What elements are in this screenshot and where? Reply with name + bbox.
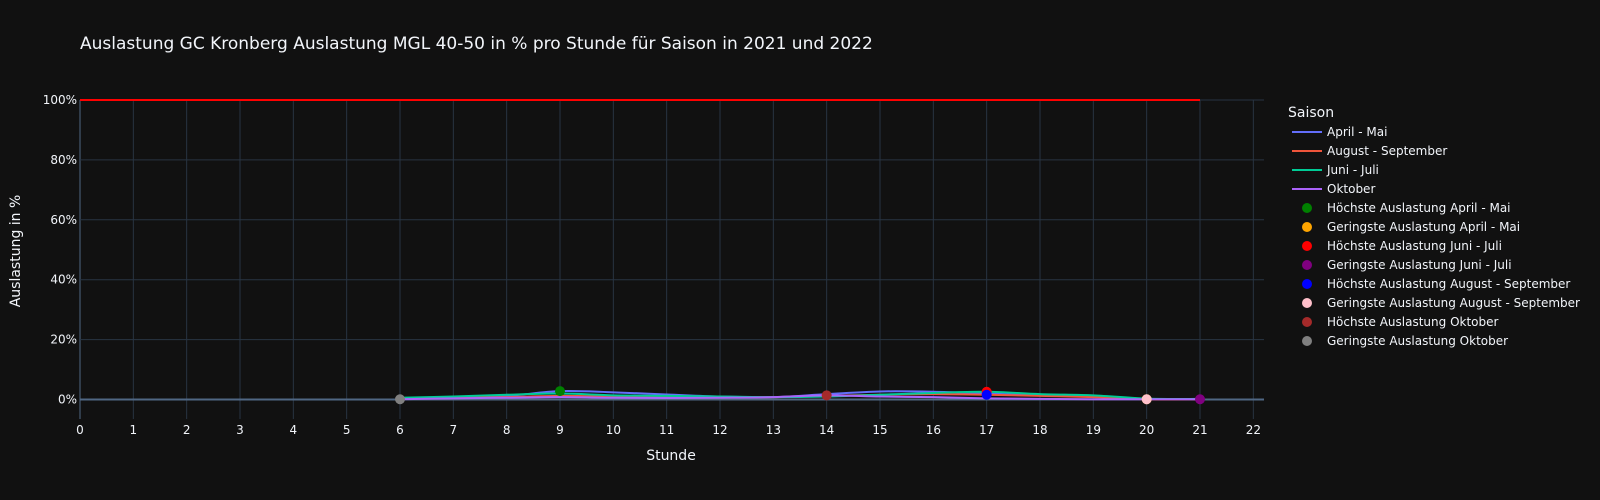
legend-swatch-geringste-auslastung-oktober [1302,336,1312,346]
legend-swatch-hochste-auslastung-august-september [1302,279,1312,289]
x-tick-label: 22 [1246,423,1261,437]
x-tick-label: 21 [1192,423,1207,437]
legend-label: Geringste Auslastung Oktober [1327,334,1508,348]
legend-label: Höchste Auslastung August - September [1327,277,1570,291]
legend-swatch-hochste-auslastung-juni-juli [1302,241,1312,251]
marker-geringste-auslastung-juni-juli [1195,394,1205,405]
y-tick-label: 0% [58,393,77,407]
x-tick-label: 8 [503,423,511,437]
legend-label: Oktober [1327,182,1375,196]
legend-label: Höchste Auslastung April - Mai [1327,201,1511,215]
x-tick-label: 20 [1139,423,1154,437]
legend-title: Saison [1288,105,1334,121]
chart-title: Auslastung GC Kronberg Auslastung MGL 40… [80,34,873,54]
x-tick-label: 4 [290,423,298,437]
legend-swatch-geringste-auslastung-april-mai [1302,222,1312,232]
x-tick-label: 1 [130,423,138,437]
x-tick-label: 0 [76,423,84,437]
x-tick-label: 6 [396,423,404,437]
extreme-markers [395,386,1205,405]
marker-hochste-auslastung-oktober [821,390,832,401]
legend-label: Geringste Auslastung Juni - Juli [1327,258,1512,272]
y-tick-label: 100% [43,93,77,107]
legend: Saison April - Mai August - September Juni… [1288,105,1580,348]
marker-geringste-auslastung-oktober [395,394,405,405]
x-tick-label: 11 [659,423,674,437]
grid [79,99,1264,419]
legend-swatch-hochste-auslastung-oktober [1302,317,1312,327]
legend-label: August - September [1327,144,1447,158]
marker-hochste-auslastung-april-mai [555,386,565,397]
series-line-oktober [399,394,1200,401]
legend-label: Geringste Auslastung April - Mai [1327,220,1520,234]
x-tick-label: 3 [236,423,244,437]
y-tick-labels: 0% 20% 40% 60% 80% 100% [43,93,77,407]
y-tick-label: 80% [50,153,77,167]
x-tick-label: 2 [183,423,191,437]
x-tick-label: 15 [872,423,887,437]
x-tick-label: 19 [1086,423,1101,437]
series-lines [399,390,1201,401]
x-tick-label: 12 [712,423,727,437]
y-axis-title: Auslastung in % [8,195,24,308]
legend-swatch-geringste-auslastung-juni-juli [1302,260,1312,270]
x-axis-title: Stunde [646,448,696,464]
x-tick-label: 7 [450,423,458,437]
y-tick-label: 20% [50,333,77,347]
x-tick-label: 10 [606,423,621,437]
x-tick-label: 9 [556,423,564,437]
legend-label: April - Mai [1327,125,1387,139]
x-tick-label: 16 [926,423,941,437]
marker-geringste-auslastung-august-september [1141,394,1152,405]
x-tick-label: 14 [819,423,834,437]
legend-label: Juni - Juli [1326,163,1379,177]
x-tick-label: 13 [766,423,781,437]
legend-label: Höchste Auslastung Juni - Juli [1327,239,1502,253]
y-tick-label: 60% [50,213,77,227]
legend-swatch-geringste-auslastung-august-september [1302,298,1312,308]
x-tick-label: 5 [343,423,351,437]
y-tick-label: 40% [50,273,77,287]
legend-swatch-hochste-auslastung-april-mai [1302,203,1312,213]
legend-label: Höchste Auslastung Oktober [1327,315,1499,329]
x-tick-label: 17 [979,423,994,437]
x-tick-label: 18 [1032,423,1047,437]
x-tick-labels: 0 1 2 3 4 5 6 7 8 9 10 11 12 13 14 15 16 17 18 19 20 21 22 [76,423,1261,437]
marker-hochste-auslastung-august-september [981,389,992,400]
legend-label: Geringste Auslastung August - September [1327,296,1580,310]
